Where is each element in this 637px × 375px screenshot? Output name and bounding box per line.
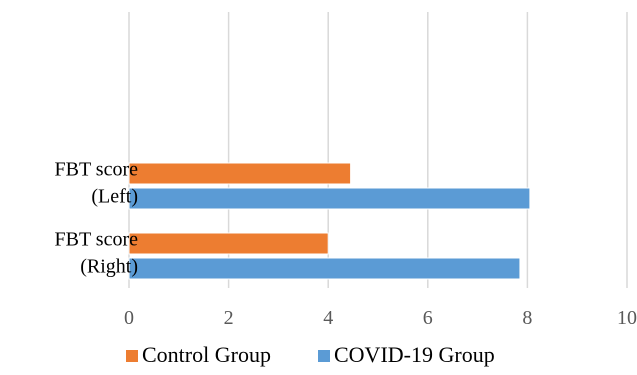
bar-covid-19-group-1 [128,257,521,280]
x-tick-label: 2 [224,307,234,329]
legend-swatch-0 [126,350,138,362]
x-tick-label: 4 [323,307,333,329]
bar-covid-19-group-0 [128,187,531,210]
bars [128,162,531,280]
category-label: FBT score [54,229,138,251]
x-tick-label: 10 [617,307,637,329]
category-label: FBT score [54,159,138,181]
x-tick-label: 0 [124,307,134,329]
bar-control-group-0 [128,162,352,185]
category-label: (Left) [91,186,138,208]
category-label: (Right) [80,256,138,278]
x-axis-ticks: 0 2 4 6 8 10 [124,307,637,329]
category-labels: FBT score (Left) FBT score (Right) [54,159,138,278]
x-tick-label: 8 [522,307,532,329]
legend-label: COVID-19 Group [334,342,495,367]
legend-label: Control Group [142,342,271,367]
x-tick-label: 6 [423,307,433,329]
bar-control-group-1 [128,232,329,255]
legend: Control Group COVID-19 Group [126,342,495,367]
legend-swatch-1 [318,350,330,362]
